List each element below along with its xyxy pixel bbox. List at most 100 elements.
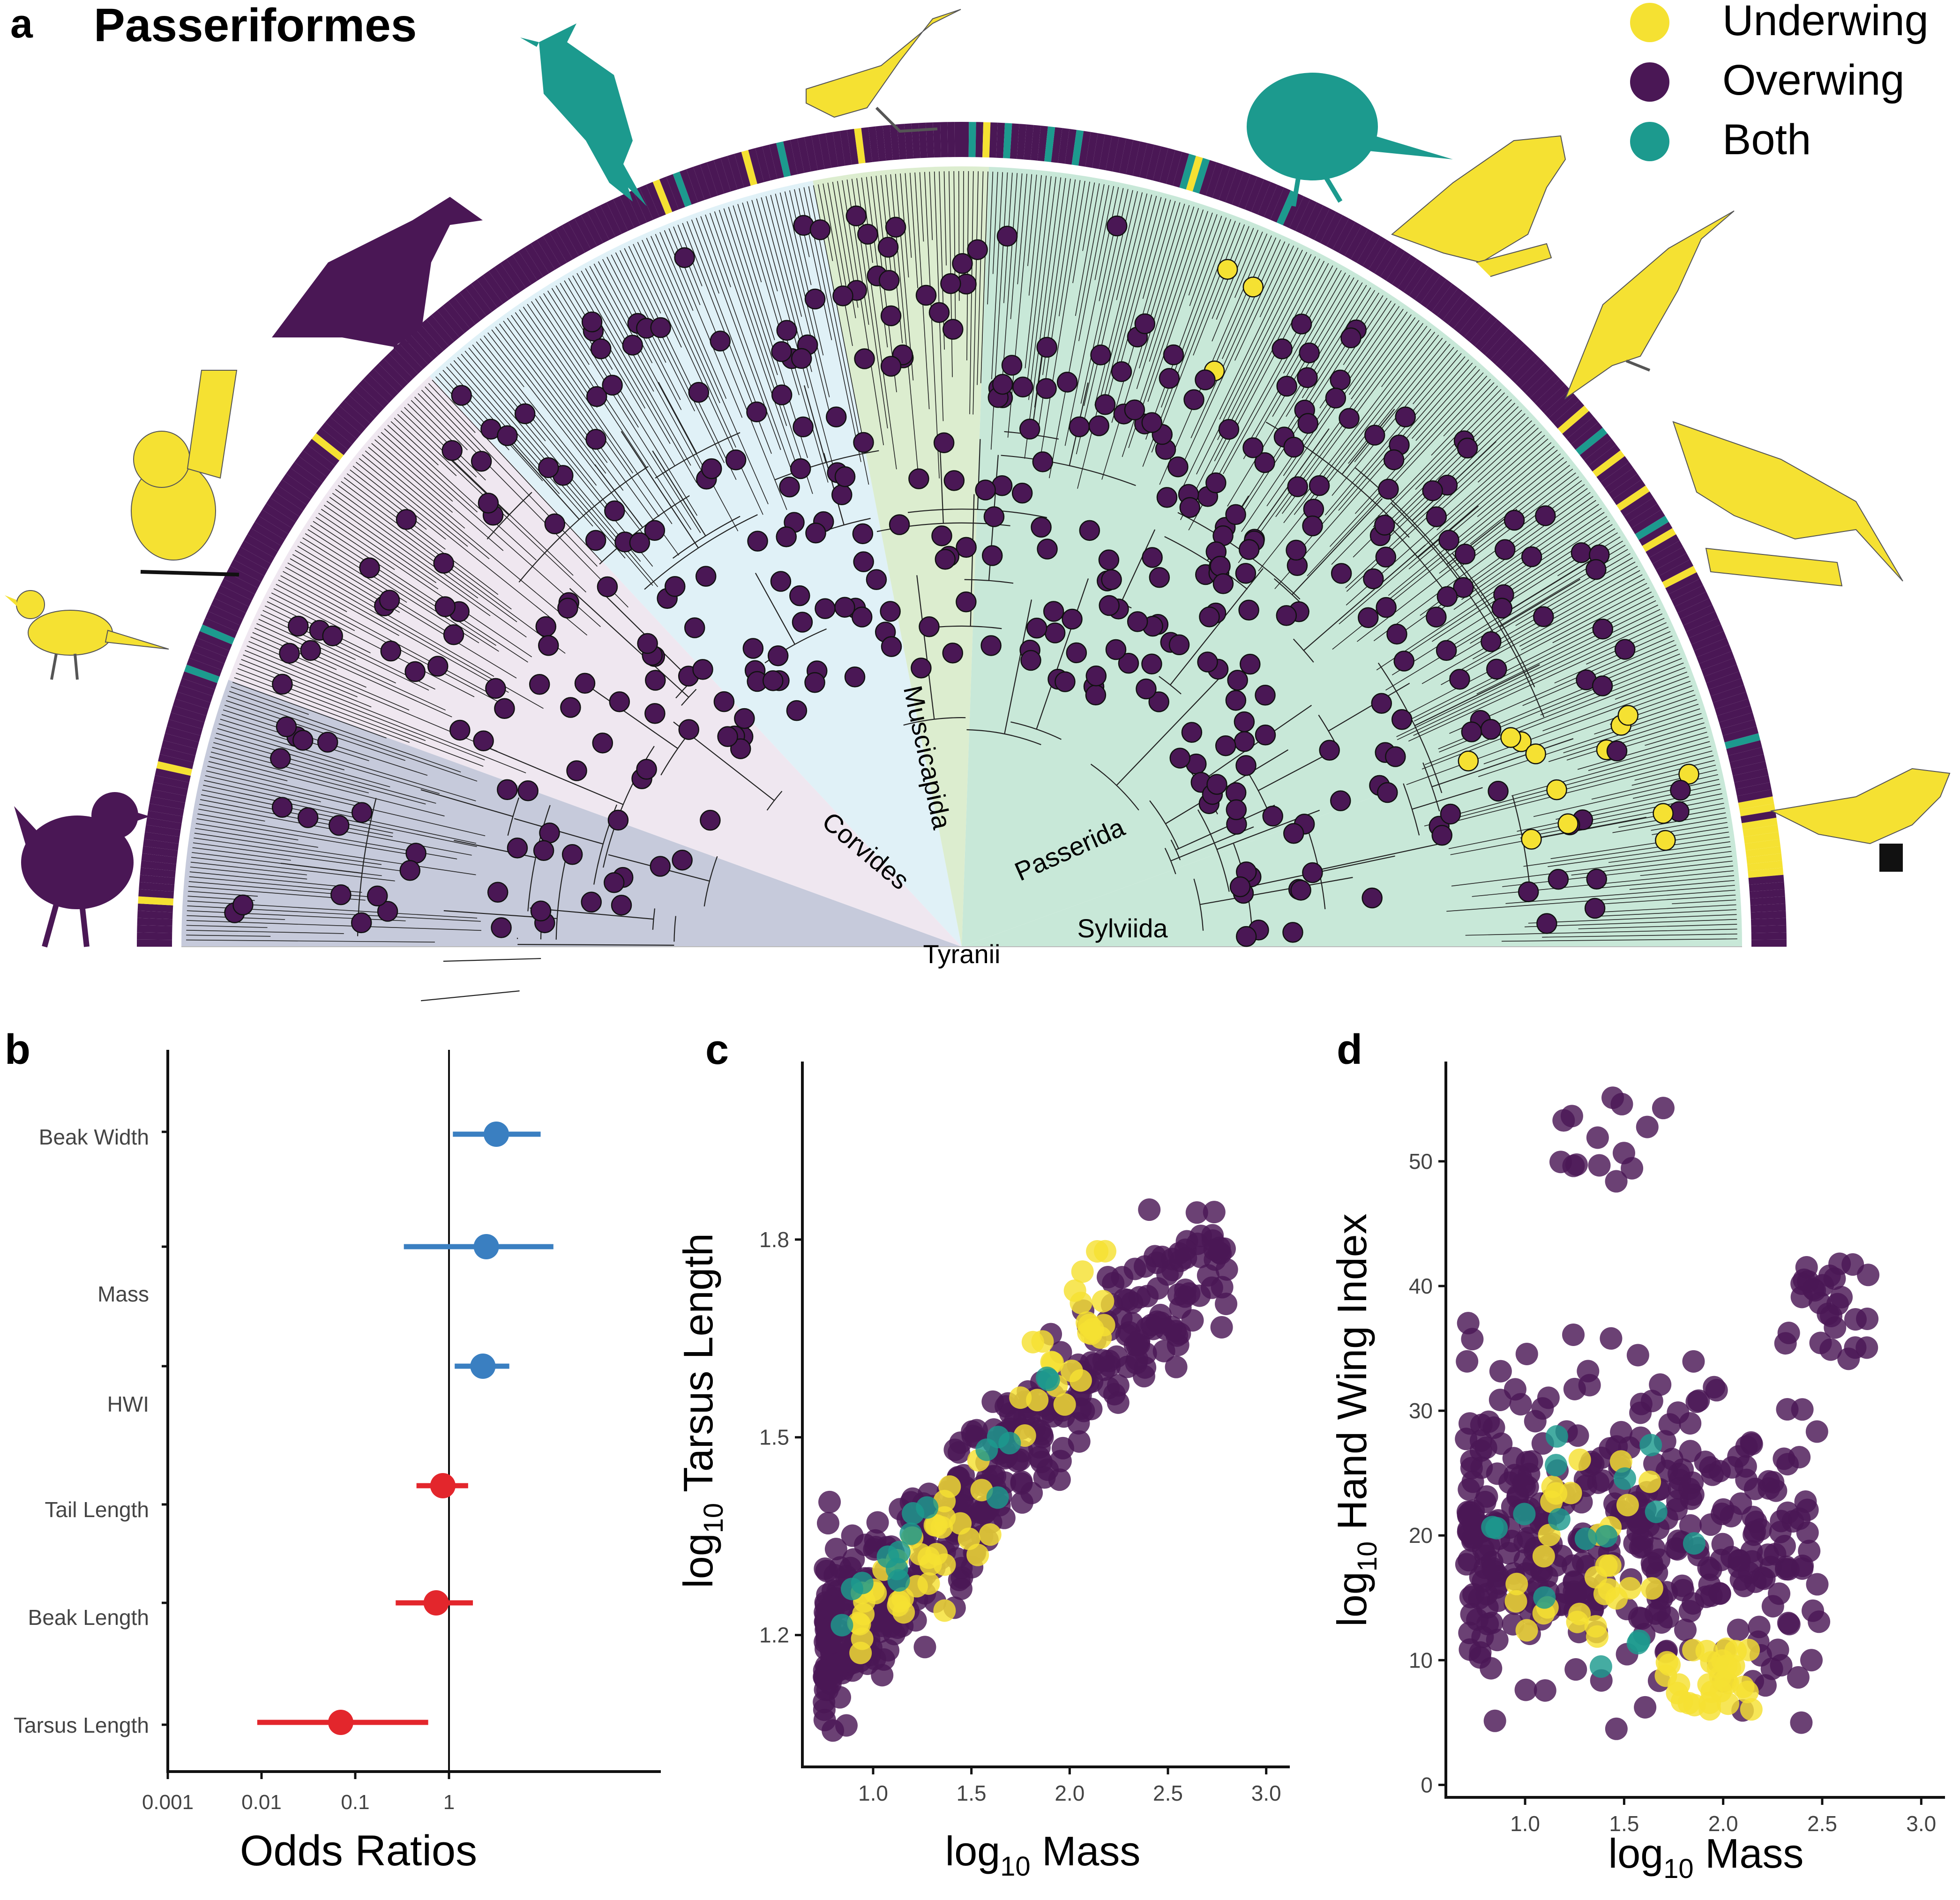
tip-branch: [344, 477, 499, 595]
ring-segment: [1539, 384, 1570, 413]
tip-branch: [371, 443, 453, 513]
ring-segment: [383, 353, 413, 384]
tip-branch: [1058, 180, 1081, 316]
ancestral-state-node: [831, 484, 853, 505]
ancestral-state-node: [1309, 475, 1330, 496]
ring-segment: [149, 796, 186, 810]
tip-branch: [283, 571, 399, 636]
ancestral-state-node: [1226, 799, 1247, 820]
scatter-point-underwing: [1532, 1545, 1555, 1568]
ring-segment: [1212, 164, 1230, 200]
forest-x-ticks: 0.001 0.01 0.1 1: [142, 1772, 455, 1814]
ancestral-state-node: [915, 284, 937, 306]
internal-branch: [1004, 599, 1032, 734]
ancestral-state-node: [1481, 631, 1502, 652]
tip-branch: [1563, 708, 1700, 754]
ancestral-state-node: [609, 691, 630, 712]
tip-branch: [1193, 224, 1245, 356]
ancestral-state-node: [1199, 606, 1220, 628]
internal-branch: [658, 381, 697, 454]
scatter-point-overwing: [1682, 1483, 1705, 1506]
ancestral-state-node: [292, 730, 314, 751]
ancestral-state-node: [684, 617, 705, 638]
scatter-point-overwing: [950, 1556, 973, 1579]
tip-branch: [1672, 899, 1736, 905]
ancestral-state-node: [996, 225, 1018, 247]
tip-branch: [770, 194, 802, 317]
ancestral-state-node: [351, 912, 372, 934]
ancestral-state-node: [650, 856, 671, 877]
tip-branch: [1451, 851, 1732, 887]
ancestral-state-node: [1036, 337, 1057, 358]
ancestral-state-node: [911, 658, 932, 679]
scatter-point-overwing: [1601, 1086, 1624, 1109]
tip-branch: [1142, 199, 1171, 299]
scatter-point-overwing: [1118, 1321, 1141, 1344]
tip-branch: [523, 307, 673, 524]
scatter-point-overwing: [1776, 1398, 1799, 1421]
ring-segment: [531, 239, 555, 274]
scatter-point-overwing: [1775, 1558, 1798, 1581]
scatter-y-tick-label: 0: [1421, 1773, 1433, 1797]
ring-segment: [1706, 671, 1742, 690]
legend-swatch-overwing: [1630, 62, 1669, 102]
ancestral-state-node: [581, 311, 603, 333]
tip-branch: [196, 818, 414, 856]
tip-branch: [414, 396, 468, 450]
ring-segment: [1751, 939, 1787, 947]
scatter-x-tick-label: 1.0: [858, 1781, 888, 1805]
ring-segment: [1604, 467, 1638, 494]
ring-segment: [1549, 395, 1580, 424]
ring-segment: [1448, 297, 1475, 329]
ancestral-state-node: [1297, 413, 1319, 434]
ancestral-state-node: [1229, 876, 1251, 898]
ancestral-state-node: [451, 385, 472, 406]
ancestral-state-node: [478, 493, 499, 514]
ring-segment: [303, 444, 336, 471]
scatter-point-overwing: [1856, 1308, 1879, 1331]
ancestral-state-node: [1056, 372, 1078, 393]
tip-branch: [1351, 314, 1412, 400]
scatter-point-overwing: [818, 1490, 841, 1513]
ancestral-state-node: [1141, 412, 1162, 433]
ancestral-state-node: [330, 884, 352, 905]
ancestral-state-node: [1099, 595, 1120, 616]
tip-branch: [1645, 727, 1706, 746]
scatter-point-overwing: [1682, 1350, 1705, 1373]
ancestral-state-node: [1536, 913, 1557, 934]
ring-segment: [1525, 368, 1556, 398]
ring-segment: [720, 156, 738, 192]
ring-segment: [344, 395, 375, 424]
tip-branch: [842, 180, 884, 446]
ancestral-state-node: [1290, 880, 1311, 901]
ring-segment: [940, 122, 948, 157]
tip-branch: [1010, 173, 1023, 319]
tip-branch: [208, 761, 288, 781]
ancestral-state-node: [1454, 544, 1476, 565]
internal-branch: [1293, 638, 1314, 663]
tip-branch: [1219, 249, 1303, 420]
ancestral-state-node: [1282, 922, 1303, 943]
tip-branch: [1603, 644, 1676, 676]
ring-segment: [804, 135, 818, 172]
ancestral-state-node: [1299, 342, 1320, 364]
scatter-point-overwing: [1649, 1373, 1672, 1396]
ancestral-state-node: [746, 401, 767, 423]
ring-segment: [358, 379, 389, 408]
tip-branch: [1552, 591, 1652, 643]
forest-estimate-point: [473, 1234, 499, 1259]
ancestral-state-node: [449, 719, 471, 741]
ring-segment: [146, 817, 182, 830]
internal-branch: [599, 495, 690, 565]
tip-branch: [1441, 746, 1711, 819]
tip-branch: [195, 828, 318, 848]
ring-segment: [251, 522, 285, 546]
ring-segment: [1751, 925, 1787, 933]
ring-segment: [1612, 479, 1646, 505]
tip-branch: [1338, 359, 1469, 511]
internal-branch: [1377, 662, 1443, 793]
ancestral-state-node: [1331, 563, 1352, 584]
tip-branch: [260, 614, 356, 660]
ring-segment: [1744, 839, 1780, 851]
ring-segment: [194, 637, 230, 658]
